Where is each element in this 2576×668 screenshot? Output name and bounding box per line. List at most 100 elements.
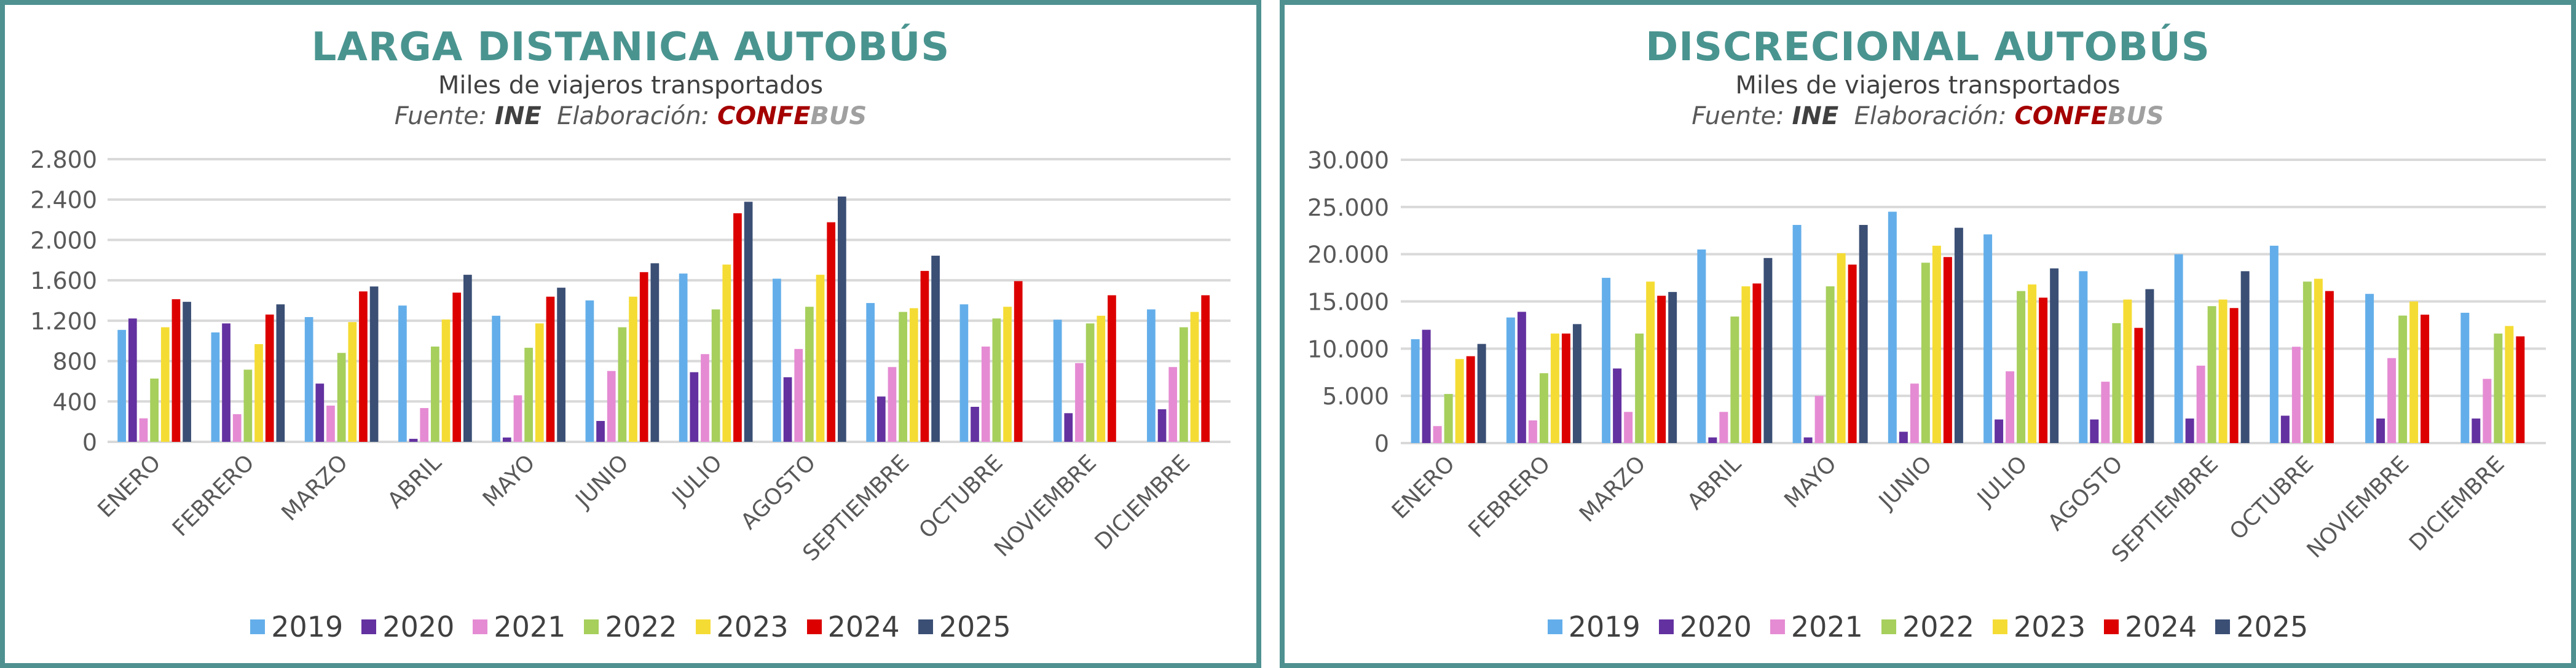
source-label: Fuente: — [1692, 102, 1784, 130]
chart-title: LARGA DISTANICA AUTOBÚS — [311, 25, 950, 70]
bar-2023-diciembre — [1190, 312, 1199, 442]
x-tick-label: FEBRERO — [1464, 451, 1556, 543]
bar-2019-octubre — [2269, 245, 2279, 443]
bar-2023-julio — [722, 264, 731, 442]
bar-2019-noviembre — [2365, 294, 2374, 443]
x-tick-label: OCTUBRE — [2225, 451, 2318, 544]
legend-item-2023: 2023 — [695, 610, 789, 643]
bar-2024-febrero — [265, 314, 274, 442]
elaboration-label: Elaboración: — [1854, 102, 2007, 130]
y-tick-label: 2.800 — [30, 146, 97, 173]
bar-2021-abril — [420, 407, 429, 442]
bar-2024-agosto — [827, 222, 836, 442]
legend-label: 2025 — [939, 610, 1011, 643]
bar-2023-marzo — [1646, 281, 1655, 443]
bar-2023-abril — [441, 319, 451, 442]
bar-2023-julio — [2028, 284, 2037, 443]
x-tick-label: ENERO — [1387, 451, 1460, 524]
bar-2025-julio — [2050, 268, 2059, 443]
bar-2022-marzo — [1635, 333, 1644, 443]
legend-label: 2019 — [271, 610, 344, 643]
bar-2025-abril — [463, 275, 472, 442]
bar-2025-febrero — [1572, 324, 1581, 443]
bar-2022-septiembre — [2207, 306, 2216, 443]
x-tick-label: DICIEMBRE — [2405, 451, 2510, 556]
bar-2019-marzo — [1602, 278, 1611, 443]
bar-2020-mayo — [502, 437, 511, 442]
x-tick-label: OCTUBRE — [915, 450, 1008, 543]
x-tick-label: MAYO — [478, 450, 540, 512]
legend-item-2024: 2024 — [2104, 610, 2197, 643]
legend-item-2024: 2024 — [806, 610, 900, 643]
chart-panel-discrecional: DISCRECIONAL AUTOBÚS Miles de viajeros t… — [1280, 0, 2576, 668]
bar-2019-marzo — [304, 316, 313, 442]
legend-item-2022: 2022 — [1881, 610, 1974, 643]
x-tick-label: AGOSTO — [2043, 451, 2127, 535]
bar-2019-enero — [1411, 339, 1420, 443]
legend-label: 2022 — [1902, 610, 1975, 643]
x-tick-label: NOVIEMBRE — [2302, 451, 2414, 563]
bar-2023-enero — [160, 327, 170, 442]
bar-chart-discrecional: 0 5.000 10.000 15.000 20.000 25.000 30.000 ENER… — [1307, 147, 2546, 567]
y-tick-label: 1.600 — [30, 267, 97, 294]
legend-label: 2024 — [827, 610, 900, 643]
legend-label: 2021 — [494, 610, 566, 643]
bar-2024-agosto — [2134, 328, 2143, 443]
bar-2020-junio — [1899, 431, 1908, 443]
x-tick-label: JULIO — [667, 450, 727, 510]
bar-2020-agosto — [2090, 419, 2099, 443]
bar-2025-enero — [1477, 344, 1486, 443]
bar-2022-noviembre — [1085, 323, 1095, 442]
bar-2025-mayo — [1859, 225, 1868, 443]
bar-2024-abril — [452, 293, 462, 442]
bar-2022-febrero — [243, 369, 253, 442]
bar-2023-mayo — [535, 323, 544, 442]
legend-label: 2024 — [2125, 610, 2197, 643]
chart-subtitle: Miles de viajeros transportados — [1735, 71, 2121, 100]
bar-2024-diciembre — [1201, 295, 1210, 442]
chart-legend: 2019 2020 2021 2022 2023 2024 2025 — [1285, 610, 2571, 643]
bar-2024-marzo — [359, 291, 368, 442]
bar-2020-agosto — [783, 377, 792, 442]
legend-swatch — [2215, 619, 2231, 634]
bar-2020-mayo — [1803, 437, 1813, 443]
legend-swatch — [1658, 619, 1674, 634]
bar-2025-febrero — [276, 304, 285, 442]
bar-2019-noviembre — [1053, 320, 1062, 442]
bar-2022-junio — [618, 327, 627, 442]
bar-2019-septiembre — [866, 303, 875, 442]
bar-2024-julio — [2039, 297, 2048, 443]
chart-source: Fuente: INE Elaboración: CONFEBUS — [1285, 102, 2571, 130]
bar-2020-marzo — [1613, 368, 1622, 443]
legend-item-2022: 2022 — [584, 610, 677, 643]
bar-2021-julio — [2006, 371, 2015, 443]
legend-label: 2025 — [2236, 610, 2309, 643]
bar-2019-enero — [117, 329, 126, 442]
bar-2023-abril — [1741, 286, 1751, 443]
legend-item-2025: 2025 — [2215, 610, 2308, 643]
bar-2022-octubre — [2302, 281, 2312, 443]
bar-2020-abril — [409, 439, 418, 442]
bar-2023-diciembre — [2505, 326, 2514, 443]
bar-2024-abril — [1752, 283, 1762, 443]
source-value: INE — [1792, 102, 1839, 130]
bar-2020-diciembre — [1157, 409, 1167, 442]
bar-2023-marzo — [348, 322, 357, 442]
bar-2020-abril — [1708, 437, 1717, 443]
bar-2022-julio — [2017, 291, 2026, 443]
bar-2021-marzo — [326, 406, 335, 442]
x-tick-label: DICIEMBRE — [1090, 450, 1195, 555]
bar-2024-octubre — [1014, 281, 1023, 442]
bar-2019-febrero — [211, 332, 220, 442]
y-tick-label: 20.000 — [1307, 242, 1389, 269]
y-tick-label: 1.200 — [30, 308, 97, 335]
bar-2023-febrero — [1550, 333, 1559, 443]
bar-2024-enero — [171, 299, 181, 442]
bar-2023-octubre — [1003, 307, 1012, 442]
bar-2020-noviembre — [1064, 413, 1073, 442]
bar-2019-mayo — [492, 315, 500, 442]
bar-2025-abril — [1763, 257, 1773, 443]
bar-2024-septiembre — [920, 270, 929, 442]
bar-2019-julio — [1983, 234, 1993, 443]
bar-2021-marzo — [1624, 412, 1633, 443]
